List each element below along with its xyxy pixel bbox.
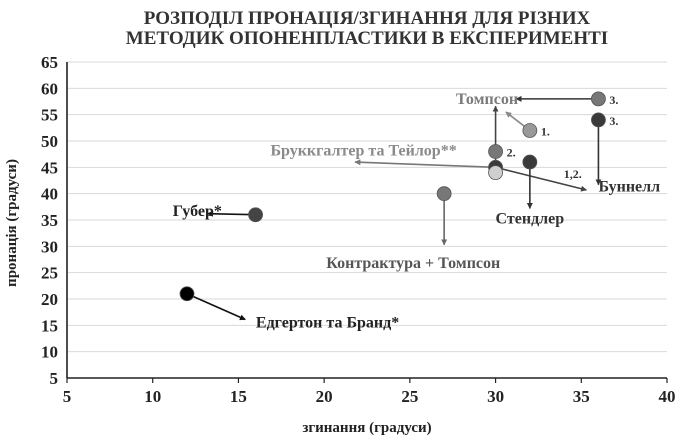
x-tick-label: 15 [230,387,247,406]
annotation-label: Контрактура + Томпсон [326,255,500,272]
y-tick-label: 55 [41,106,58,125]
y-tick-label: 5 [50,369,59,388]
data-points: 2. 1. 3. 3. [179,91,618,302]
y-tick-label: 15 [41,316,58,335]
data-point [522,123,538,138]
grid-lines [67,61,667,353]
point-number-label: 3. [609,93,618,107]
point-number-label: 3. [609,114,618,128]
y-tick-label: 20 [41,290,58,309]
axes [66,62,667,379]
y-tick-label: 10 [41,343,58,362]
annotation-arrow [186,293,246,321]
y-axis-title: пронація (градуси) [4,159,20,287]
data-point [179,286,195,302]
x-tick-label: 20 [316,387,333,406]
y-tick-label: 40 [41,185,58,204]
annotation-label: Бруккгалтер та Тейлор** [270,143,456,160]
data-point [591,112,606,128]
annotation-label: Стендлер [496,211,565,228]
annotation-label: Едгертон та Бранд* [256,314,399,331]
chart-title: РОЗПОДІЛ ПРОНАЦІЯ/ЗГИНАННЯ ДЛЯ РІЗНИХ МЕ… [126,8,608,49]
x-tick-label: 5 [63,387,72,406]
y-tick-label: 35 [41,211,58,230]
y-tick-label: 25 [41,264,58,283]
annotation-label: Губер* [173,203,222,220]
y-tick-label: 65 [41,53,58,72]
y-tick-labels: 5 10 15 20 25 30 35 40 45 50 55 60 65 [41,53,58,388]
annotation-labels: Томпсон Бруккгалтер та Тейлор** Буннелл Сте… [173,91,660,331]
point-number-label: 1. [541,124,550,138]
y-tick-label: 60 [41,79,58,98]
data-point [436,186,452,202]
x-tick-label: 25 [401,387,418,406]
annotation-label: Томпсон [456,91,518,108]
data-point [591,91,606,107]
data-point [488,144,503,159]
annotation-label: 1,2. [564,167,582,181]
x-tick-label: 40 [659,387,676,406]
chart-title-line-2: МЕТОДИК ОПОНЕНПЛАСТИКИ В ЕКСПЕРИМЕНТІ [126,28,608,49]
annotation-label: Буннелл [598,179,660,196]
chart-title-line-1: РОЗПОДІЛ ПРОНАЦІЯ/ЗГИНАННЯ ДЛЯ РІЗНИХ [144,8,591,29]
annotation-arrow [206,210,256,217]
data-point [248,207,263,223]
y-tick-label: 45 [41,158,58,177]
x-tick-label: 10 [144,387,161,406]
point-number-label: 2. [507,146,516,160]
x-axis-title: згинання (градуси) [302,420,431,436]
x-tick-label: 30 [487,387,504,406]
annotation-arrow [495,166,588,192]
y-tick-label: 50 [41,132,58,151]
x-tick-label: 35 [573,387,590,406]
data-point [522,154,538,170]
data-point [488,165,503,181]
annotation-arrow [354,159,496,169]
y-tick-label: 30 [41,237,58,256]
x-tick-labels: 5 10 15 20 25 30 35 40 [63,378,676,406]
